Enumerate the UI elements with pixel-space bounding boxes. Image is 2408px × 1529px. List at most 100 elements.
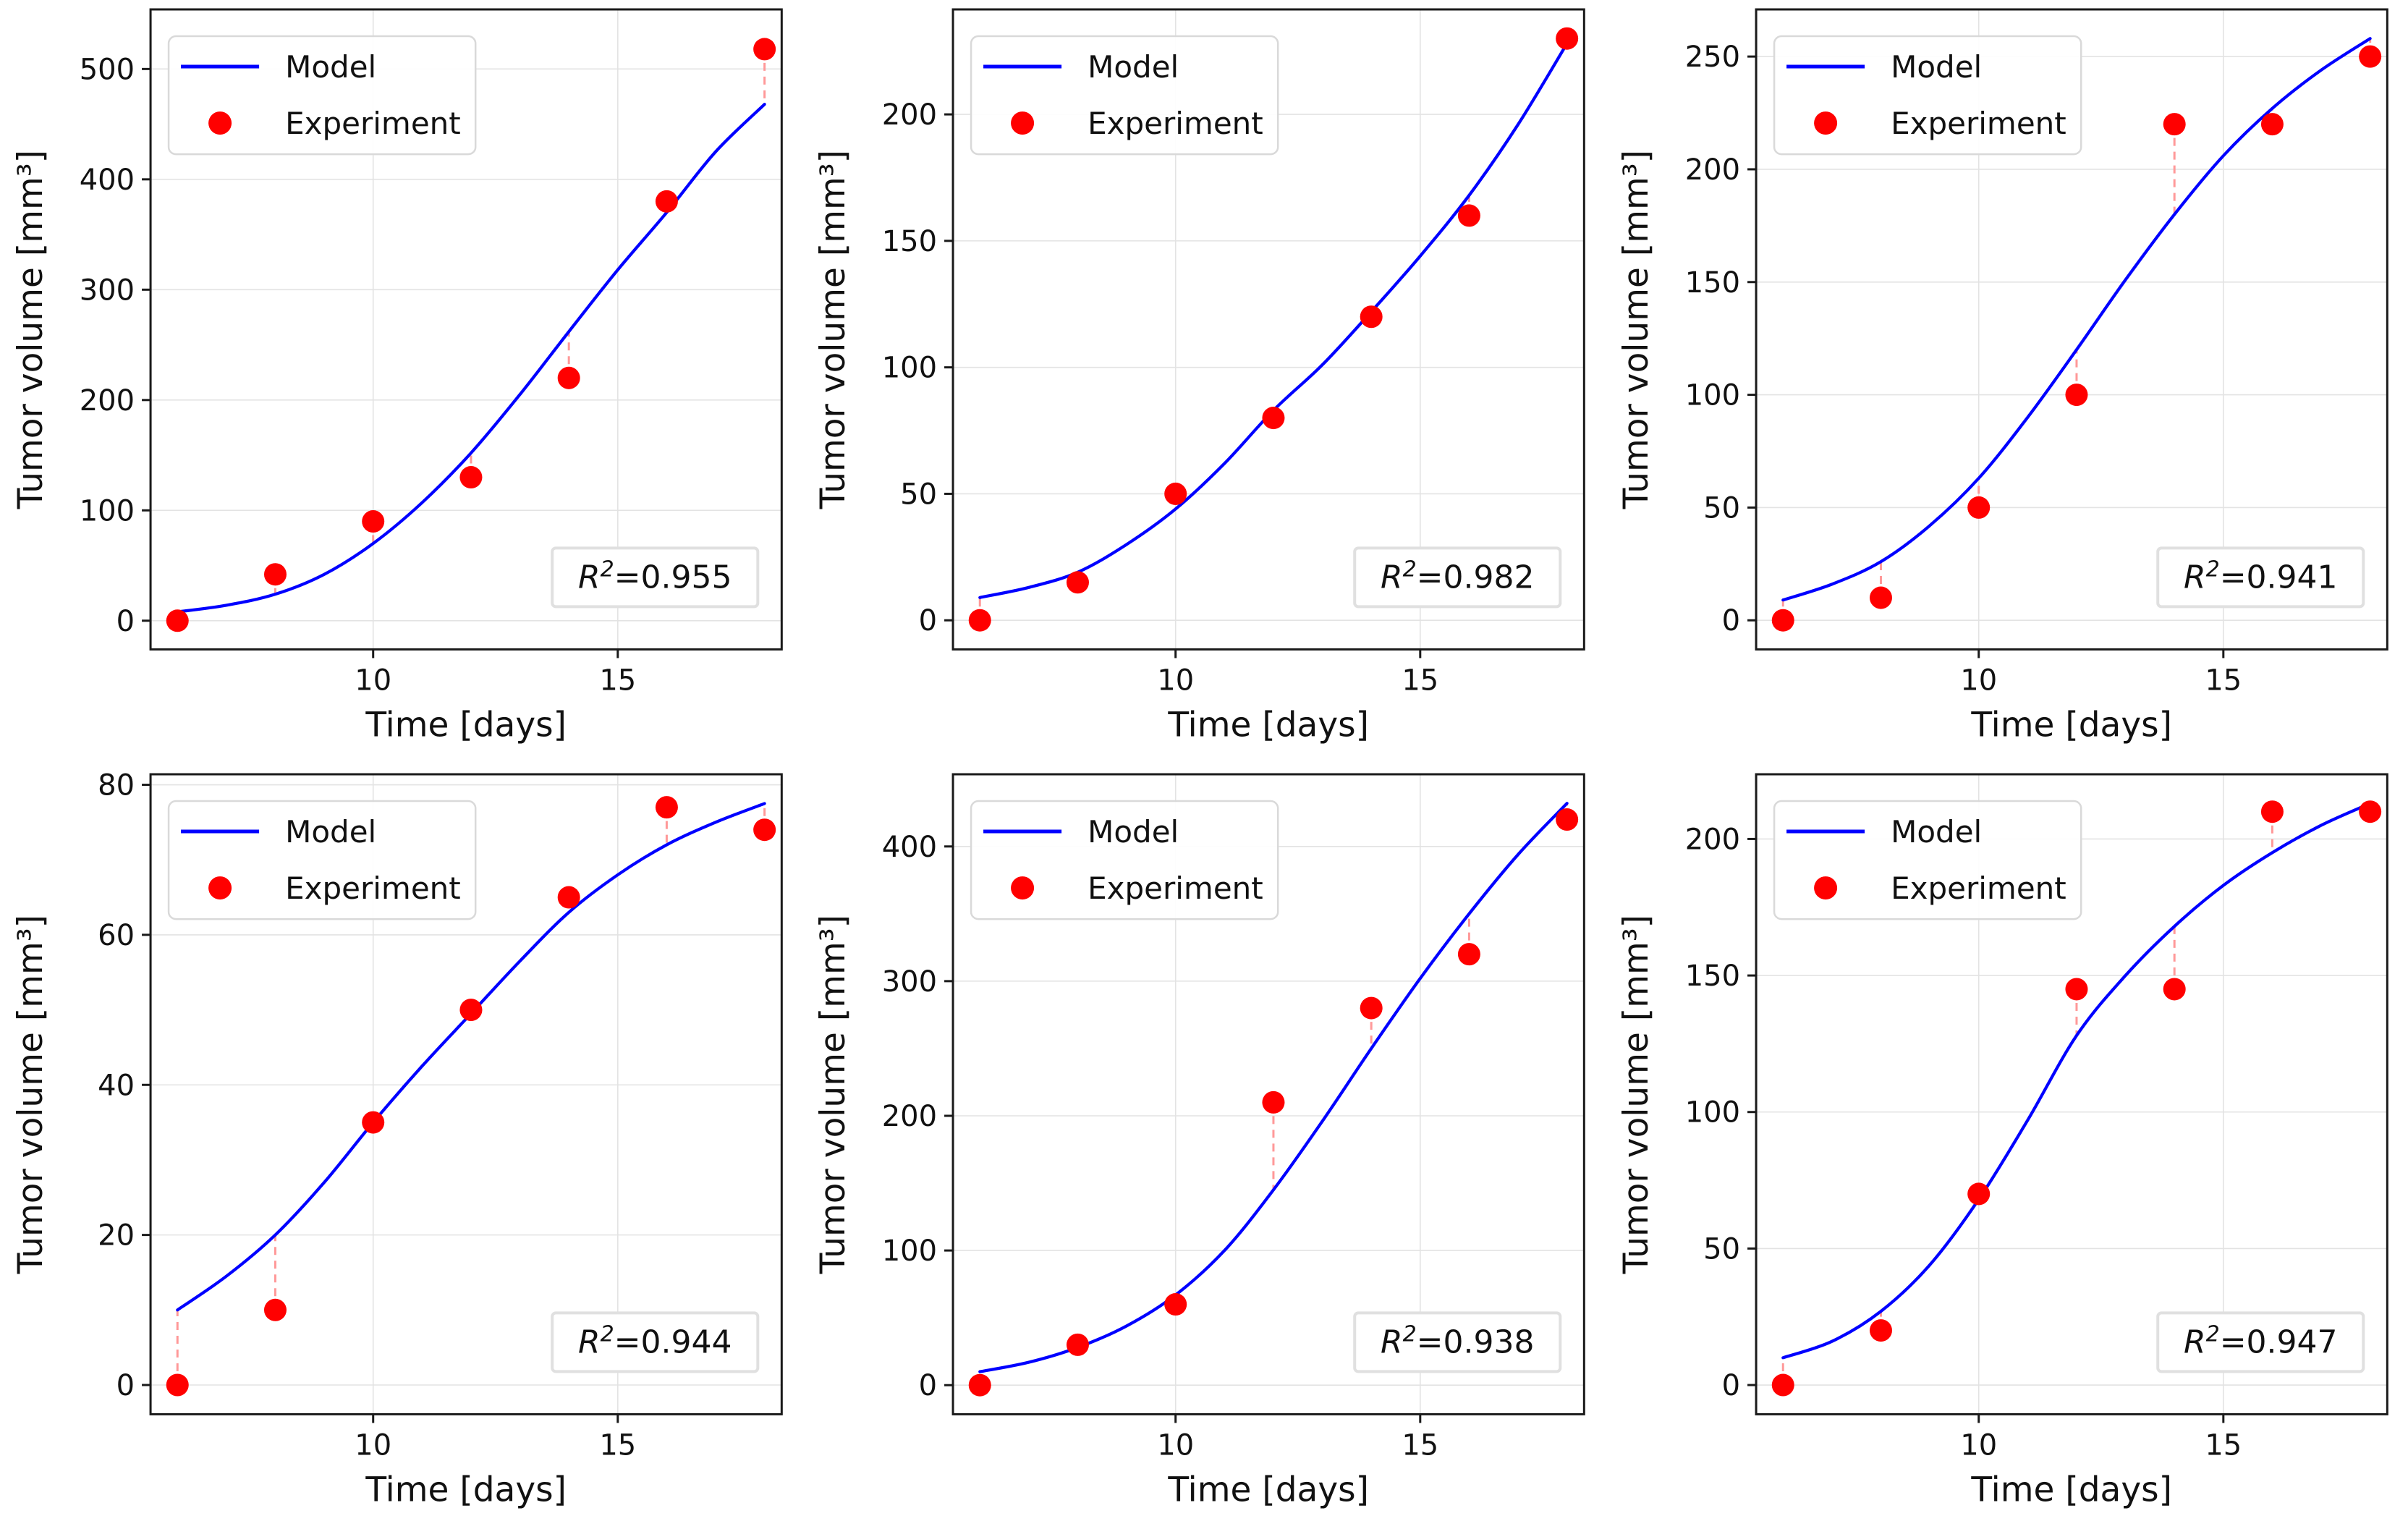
tick-marks <box>944 113 1422 658</box>
experiment-point <box>969 609 992 632</box>
experiment-point <box>1967 496 1990 519</box>
legend: Model Experiment <box>167 800 477 920</box>
x-axis-label: Time [days] <box>1168 705 1370 745</box>
chart-svg: 0 50 100 150 200 10 15 Time [days] Tumor volume … <box>1616 773 2388 1509</box>
svg-text:50: 50 <box>900 478 937 511</box>
legend-experiment-label: Experiment <box>1891 871 2066 906</box>
experiment-point <box>1869 586 1892 609</box>
experiment-point <box>1262 407 1285 430</box>
r2-text: R2=0.955 <box>578 556 732 596</box>
x-tick-labels: 10 15 <box>1960 1428 2242 1462</box>
legend-experiment-label: Experiment <box>285 106 461 141</box>
r2-annotation: R2=0.941 <box>2155 546 2365 609</box>
experiment-point <box>166 1373 189 1396</box>
y-axis-label: Tumor volume [mm³] <box>813 915 853 1274</box>
subplot-4: 0 20 40 60 80 10 15 Time [days] Tumor volume [mm… <box>0 765 802 1529</box>
experiment-point <box>1771 1373 1794 1397</box>
svg-text:10: 10 <box>355 1428 391 1462</box>
subplot-3: 0 50 100 150 200 250 10 15 Time [days] Tumor volu… <box>1606 0 2408 765</box>
svg-text:300: 300 <box>882 965 937 998</box>
r2-annotation: R2=0.982 <box>1353 546 1562 609</box>
experiment-point <box>1869 1318 1892 1342</box>
svg-text:100: 100 <box>882 352 937 385</box>
experiment-point <box>1458 204 1481 227</box>
svg-text:10: 10 <box>1960 1428 1997 1462</box>
svg-text:100: 100 <box>882 1234 937 1268</box>
svg-text:10: 10 <box>1158 664 1195 697</box>
experiment-point <box>2163 113 2186 136</box>
subplot-2: 0 50 100 150 200 10 15 Time [days] Tumor volume … <box>802 0 1605 765</box>
r2-annotation: R2=0.955 <box>551 546 760 609</box>
y-axis-label: Tumor volume [mm³] <box>11 915 51 1274</box>
svg-text:50: 50 <box>1703 491 1740 525</box>
experiment-point <box>969 1373 992 1397</box>
r2-box <box>2155 1310 2365 1373</box>
svg-text:15: 15 <box>599 1428 636 1462</box>
svg-text:400: 400 <box>882 830 937 863</box>
experiment-point <box>1262 1090 1285 1114</box>
experiment-point <box>263 1298 287 1321</box>
svg-text:0: 0 <box>116 1368 135 1402</box>
experiment-points <box>166 38 776 632</box>
svg-text:100: 100 <box>80 494 135 528</box>
svg-text:10: 10 <box>1960 664 1997 697</box>
experiment-point <box>1067 1333 1090 1356</box>
experiment-point <box>753 818 776 841</box>
plot-frame <box>149 8 783 651</box>
legend-experiment-dot-swatch <box>1011 876 1035 899</box>
svg-text:40: 40 <box>98 1069 135 1102</box>
experiment-points <box>969 808 1579 1397</box>
svg-text:300: 300 <box>80 274 135 307</box>
svg-text:200: 200 <box>882 98 937 132</box>
experiment-point <box>2260 113 2284 136</box>
svg-text:0: 0 <box>919 1369 937 1402</box>
experiment-point <box>753 38 776 61</box>
tick-marks <box>1747 55 2224 658</box>
experiment-point <box>2358 45 2381 68</box>
svg-text:100: 100 <box>1684 379 1739 412</box>
r2-text: R2=0.941 <box>2184 556 2337 596</box>
experiment-point <box>1164 1292 1187 1316</box>
chart-svg: 0 50 100 150 200 250 10 15 Time [days] Tumor volu… <box>1616 8 2388 745</box>
experiment-point <box>263 563 287 586</box>
y-axis-label: Tumor volume [mm³] <box>11 150 51 509</box>
legend: Model Experiment <box>1773 35 2082 156</box>
legend-experiment-dot-swatch <box>1011 111 1035 135</box>
x-tick-labels: 10 15 <box>1158 664 1439 697</box>
experiment-point <box>1067 571 1090 594</box>
r2-text: R2=0.938 <box>1381 1321 1534 1360</box>
svg-text:50: 50 <box>1703 1232 1740 1266</box>
experiment-point <box>1458 942 1481 965</box>
svg-text:400: 400 <box>80 164 135 197</box>
svg-text:15: 15 <box>2205 664 2242 697</box>
subplot-5: 0 100 200 300 400 10 15 Time [days] Tumor volume… <box>802 765 1605 1529</box>
experiment-point <box>2065 977 2088 1000</box>
svg-text:15: 15 <box>1402 1428 1439 1462</box>
r2-text: R2=0.982 <box>1381 556 1534 596</box>
legend-model-label: Model <box>285 49 376 85</box>
svg-text:150: 150 <box>1684 960 1739 993</box>
svg-text:100: 100 <box>1684 1096 1739 1129</box>
svg-text:60: 60 <box>98 918 135 952</box>
experiment-point <box>655 190 678 213</box>
legend-experiment-label: Experiment <box>1088 871 1263 906</box>
chart-svg: 0 20 40 60 80 10 15 Time [days] Tumor volume [mm… <box>11 768 783 1509</box>
svg-text:500: 500 <box>80 53 135 86</box>
subplot-6: 0 50 100 150 200 10 15 Time [days] Tumor volume … <box>1606 765 2408 1529</box>
legend-experiment-dot-swatch <box>1813 876 1837 899</box>
subplot-1: 0 100 200 300 400 500 10 15 Time [days] Tumor vol… <box>0 0 802 765</box>
svg-text:15: 15 <box>1402 664 1439 697</box>
svg-text:15: 15 <box>599 664 636 697</box>
experiment-point <box>2358 800 2381 823</box>
model-line <box>1781 37 2372 602</box>
legend-model-label: Model <box>1088 814 1179 850</box>
x-axis-label: Time [days] <box>1168 1470 1370 1509</box>
svg-text:80: 80 <box>98 768 135 802</box>
svg-text:15: 15 <box>2205 1428 2242 1462</box>
plot-frame <box>1755 773 2388 1415</box>
y-axis-label: Tumor volume [mm³] <box>813 150 853 509</box>
svg-text:200: 200 <box>1684 823 1739 856</box>
experiment-point <box>1556 27 1579 50</box>
legend: Model Experiment <box>167 35 477 156</box>
r2-text: R2=0.947 <box>2184 1321 2337 1360</box>
